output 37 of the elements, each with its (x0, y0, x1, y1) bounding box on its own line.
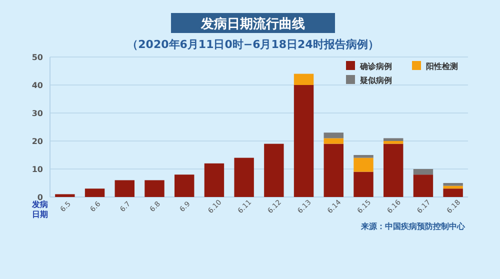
y-tick-label: 30 (32, 109, 44, 118)
legend-label: 阳性检测 (426, 62, 458, 71)
y-tick-label: 10 (32, 165, 44, 174)
y-tick-label: 0 (37, 193, 44, 202)
bar (413, 169, 434, 175)
bar (354, 155, 374, 158)
bar (84, 188, 105, 197)
chart-subtitle: （2020年6月11日0时−6月18日24时报告病例） (127, 38, 379, 51)
chart-title: 发病日期流行曲线 (200, 16, 305, 32)
bar (55, 194, 75, 197)
bar (324, 144, 344, 197)
y-tick-label: 20 (32, 137, 44, 146)
legend-label: 确诊病例 (359, 62, 392, 71)
bar (443, 183, 463, 186)
bar (174, 174, 194, 197)
bar (384, 144, 404, 197)
source-note: 来源：中国疾病预防控制中心 (360, 221, 466, 231)
bar (324, 132, 344, 138)
bar (384, 138, 404, 141)
bar (413, 174, 434, 197)
bar (443, 186, 463, 189)
y-tick-label: 40 (32, 81, 44, 90)
y-tick-label: 50 (32, 53, 44, 62)
bar (294, 85, 314, 197)
bar (234, 158, 254, 197)
bar (354, 158, 374, 172)
x-axis-title: 发病日期 (31, 200, 48, 219)
bar (264, 144, 284, 197)
bar (354, 172, 374, 197)
bar (144, 180, 164, 197)
bar (443, 188, 463, 197)
legend-label: 疑似病例 (359, 76, 392, 85)
bar (114, 180, 134, 197)
bar (384, 141, 404, 144)
bar (204, 163, 224, 197)
bar (294, 74, 314, 85)
bar (324, 138, 344, 144)
